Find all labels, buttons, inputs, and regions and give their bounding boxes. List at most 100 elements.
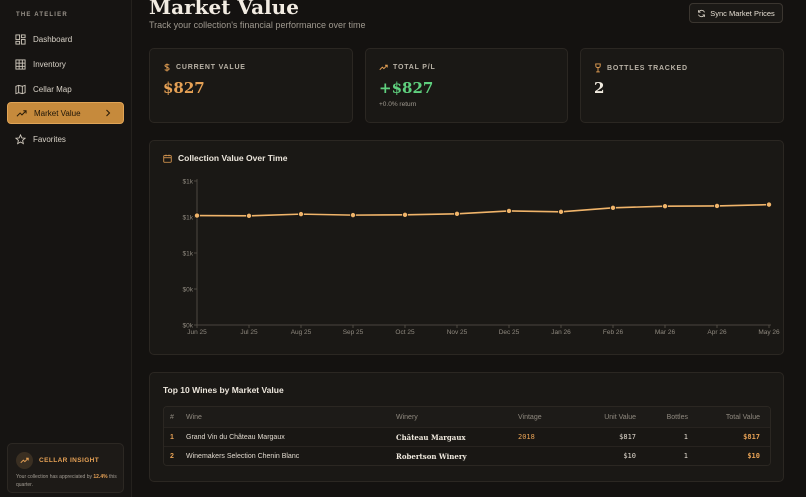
trending-up-icon [379,64,388,71]
trending-up-icon [20,457,29,464]
column-header[interactable]: Wine [186,413,202,421]
column-header[interactable]: Vintage [518,413,542,421]
table-row[interactable]: 1 Grand Vin du Château Margaux Château M… [164,427,770,446]
data-point [662,203,669,210]
sidebar-item-inventory[interactable]: Inventory [7,53,124,75]
page-subtitle: Track your collection's financial perfor… [149,20,366,30]
x-tick-label: Mar 26 [655,329,676,336]
cell-winery: Robertson Winery [396,451,467,461]
data-point [246,212,253,219]
top-wines-card: Top 10 Wines by Market Value # Wine Wine… [149,372,784,482]
data-point [766,201,773,208]
stat-card-total-pl: TOTAL P/L +$827 +0.0% return [365,48,568,123]
data-point [505,207,512,214]
data-point [557,208,564,215]
sync-button-label: Sync Market Prices [710,8,775,18]
table-row[interactable]: 2 Winemakers Selection Chenin Blanc Robe… [164,446,770,465]
x-tick-label: Jun 25 [187,329,207,336]
stat-value-total-pl: +$827 [379,79,434,97]
stat-card-current-value: CURRENT VALUE $827 [149,48,353,123]
table-header-row: # Wine Winery Vintage Unit Value Bottles… [164,407,770,427]
star-icon [15,133,26,145]
top-wines-table: # Wine Winery Vintage Unit Value Bottles… [163,406,771,466]
cell-total-value: $10 [747,452,760,460]
sync-market-prices-button[interactable]: Sync Market Prices [689,3,783,23]
data-point [194,212,201,219]
map-icon [15,84,26,95]
sidebar-item-label: Market Value [34,108,81,118]
collection-value-chart-card: Collection Value Over Time $0k $0k $1k $1k $… [149,140,784,355]
x-tick-label: Jul 25 [240,329,258,336]
insight-text: Your collection has appreciated by 12.4%… [16,474,117,488]
sidebar: THE ATELIER Dashboard Inventory Cellar M… [0,0,132,497]
cell-winery: Château Margaux [396,432,466,442]
stat-label: BOTTLES TRACKED [594,63,688,73]
sidebar-item-label: Cellar Map [33,84,72,94]
dollar-icon [164,63,170,72]
column-header: # [170,413,174,421]
cell-wine: Grand Vin du Château Margaux [186,433,285,441]
cell-wine: Winemakers Selection Chenin Blanc [186,452,300,460]
sidebar-item-label: Dashboard [33,34,73,44]
data-point [349,212,356,219]
cell-unit-value: $10 [623,452,636,460]
table-title: Top 10 Wines by Market Value [163,385,284,395]
brand-name: THE ATELIER [16,12,68,18]
cell-bottles: 1 [683,433,688,441]
data-point [401,211,408,218]
collection-value-chart: $0k $0k $1k $1k $1k Jun 25 Jul 25 Aug 25 Sep 25 O… [183,179,781,337]
stat-label: TOTAL P/L [379,63,436,72]
insight-highlight: 12.4% [93,474,108,480]
cell-total-value: $817 [743,433,760,441]
stat-value-bottles: 2 [594,79,605,97]
chart-title: Collection Value Over Time [163,153,287,163]
stat-value-current: $827 [163,79,205,97]
page-title: Market Value [149,0,299,19]
x-tick-label: May 26 [758,329,780,336]
y-tick-label: $0k [183,287,194,294]
data-point [453,210,460,217]
x-tick-label: Oct 25 [395,329,415,336]
cellar-insight-card: CELLAR INSIGHT Your collection has appre… [7,443,124,493]
sidebar-item-market-value[interactable]: Market Value [7,102,124,124]
y-tick-label: $0k [183,323,194,330]
y-tick-label: $1k [183,179,194,186]
cell-rank: 1 [170,433,174,441]
data-point [714,202,721,209]
x-tick-label: Dec 25 [499,329,520,336]
sidebar-item-favorites[interactable]: Favorites [7,128,124,150]
grid-icon [15,58,26,70]
series-line [196,203,770,217]
insight-badge [16,452,33,469]
column-header[interactable]: Bottles [666,413,688,421]
cell-vintage: 2018 [518,433,535,441]
sidebar-item-dashboard[interactable]: Dashboard [7,28,124,50]
x-tick-label: Feb 26 [603,329,624,336]
x-tick-label: Apr 26 [707,329,727,336]
data-point [609,204,616,211]
x-tick-label: Aug 25 [291,329,312,336]
x-tick-label: Jan 26 [551,329,571,336]
column-header[interactable]: Winery [396,413,418,421]
cell-unit-value: $817 [619,433,636,441]
stat-label: CURRENT VALUE [163,63,246,72]
column-header[interactable]: Unit Value [604,413,636,421]
insight-title: CELLAR INSIGHT [39,457,100,464]
column-header[interactable]: Total Value [725,413,760,421]
y-tick-label: $1k [183,215,194,222]
dashboard-icon [15,33,26,45]
data-point [297,211,304,218]
calendar-icon [163,154,172,163]
sidebar-item-label: Inventory [33,59,66,69]
refresh-icon [698,9,706,17]
trending-up-icon [16,108,27,119]
wine-glass-icon [595,63,601,73]
stat-card-bottles-tracked: BOTTLES TRACKED 2 [580,48,784,123]
y-tick-label: $1k [183,251,194,258]
sidebar-item-label: Favorites [33,134,66,144]
sidebar-item-cellar-map[interactable]: Cellar Map [7,78,124,100]
cell-rank: 2 [170,452,174,460]
chevron-right-icon [103,108,113,118]
cell-bottles: 1 [683,452,688,460]
x-tick-label: Nov 25 [447,329,468,336]
